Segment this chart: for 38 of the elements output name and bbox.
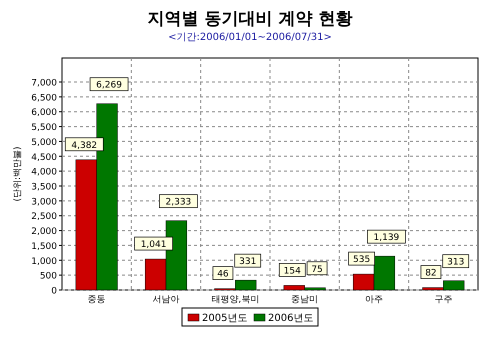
legend-label: 2005년도	[202, 313, 248, 324]
y-tick-label: 4,500	[31, 152, 58, 163]
data-label: 331	[239, 257, 256, 268]
data-label: 4,382	[71, 140, 98, 151]
chart-title: 지역별 동기대비 계약 현황	[148, 9, 352, 29]
y-tick-label: 7,000	[31, 78, 58, 88]
y-tick-label: 6,500	[31, 93, 58, 104]
y-tick-label: 500	[40, 272, 58, 282]
data-label: 75	[311, 264, 323, 275]
y-tick-label: 2,500	[31, 212, 58, 222]
data-label: 313	[447, 258, 464, 268]
x-tick-label: 구주	[434, 295, 452, 305]
y-tick-label: 3,000	[31, 197, 58, 208]
x-tick-label: 중남미	[291, 295, 318, 305]
data-label: 82	[425, 268, 437, 279]
data-label: 46	[217, 270, 229, 280]
y-axis-title: (단위:백만불)	[13, 146, 23, 202]
data-label: 535	[353, 255, 370, 266]
y-tick-label: 5,500	[31, 123, 58, 134]
y-tick-label: 3,500	[31, 182, 58, 192]
y-tick-label: 0	[51, 286, 58, 296]
y-tick-label: 2,000	[31, 227, 58, 238]
y-tick-label: 4,000	[31, 168, 58, 178]
data-label: 1,139	[374, 233, 400, 244]
x-tick-label: 태평양,북미	[211, 295, 260, 305]
x-tick-label: 아주	[365, 295, 383, 305]
data-label: 154	[284, 266, 302, 276]
legend-label: 2006년도	[268, 313, 314, 324]
chart-subtitle: <기간:2006/01/01~2006/07/31>	[168, 32, 332, 43]
x-tick-label: 중동	[88, 295, 106, 305]
y-tick-label: 1,000	[31, 256, 58, 267]
x-tick-label: 서남아	[152, 295, 180, 305]
data-label: 1,041	[140, 240, 166, 250]
y-tick-label: 5,000	[31, 138, 58, 148]
y-tick-label: 6,000	[31, 108, 58, 118]
data-label: 6,269	[96, 80, 122, 91]
data-label: 2,333	[166, 198, 192, 208]
y-tick-label: 1,500	[31, 242, 58, 252]
